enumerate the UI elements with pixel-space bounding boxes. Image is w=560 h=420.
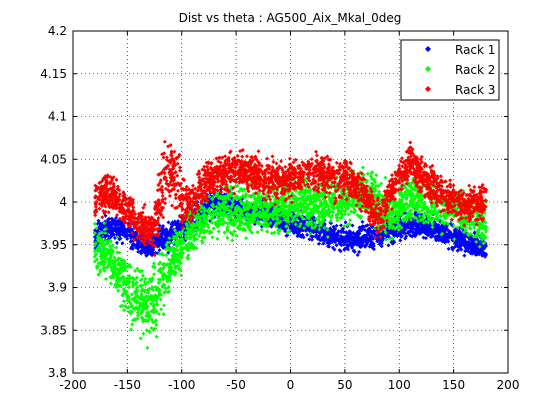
data-point [230, 238, 234, 242]
data-point [366, 172, 370, 176]
data-point [141, 274, 145, 278]
data-point [383, 176, 387, 180]
data-point [115, 241, 119, 245]
data-point [339, 223, 343, 227]
data-point [223, 231, 227, 235]
data-point [462, 254, 466, 258]
data-point [130, 322, 134, 326]
data-point [159, 298, 163, 302]
data-point [104, 277, 108, 281]
data-point [217, 229, 221, 233]
data-point [260, 228, 264, 232]
data-point [456, 249, 460, 253]
data-point [162, 303, 166, 307]
data-point [122, 299, 126, 303]
data-point [374, 173, 378, 177]
data-point [145, 346, 149, 350]
data-point [347, 212, 351, 216]
data-point [317, 242, 321, 246]
data-point [270, 231, 274, 235]
data-point [123, 268, 127, 272]
data-point [167, 220, 171, 224]
data-point [93, 222, 97, 226]
data-point [162, 312, 166, 316]
data-point [210, 235, 214, 239]
data-point [256, 230, 260, 234]
data-point [348, 218, 352, 222]
data-point [335, 224, 339, 228]
data-point [212, 227, 216, 231]
data-point [216, 237, 220, 241]
data-point [398, 239, 402, 243]
data-point [361, 220, 365, 224]
data-points [93, 140, 488, 350]
data-point [386, 243, 390, 247]
chart-title: Dist vs theta : AG500_Aix_Mkal_0deg [179, 11, 402, 25]
data-point [179, 273, 183, 277]
data-point [225, 236, 229, 240]
data-point [129, 328, 133, 332]
data-point [130, 292, 134, 296]
data-point [155, 335, 159, 339]
data-point [114, 246, 118, 250]
data-point [361, 166, 365, 170]
data-point [122, 308, 126, 312]
data-point [139, 336, 143, 340]
data-point [152, 272, 156, 276]
data-point [447, 247, 451, 251]
data-point [143, 277, 147, 281]
data-point [265, 230, 269, 234]
data-point [141, 332, 145, 336]
data-point [116, 289, 120, 293]
data-point [127, 285, 131, 289]
data-point [159, 307, 163, 311]
data-point [271, 195, 275, 199]
data-point [109, 282, 113, 286]
data-point [344, 220, 348, 224]
